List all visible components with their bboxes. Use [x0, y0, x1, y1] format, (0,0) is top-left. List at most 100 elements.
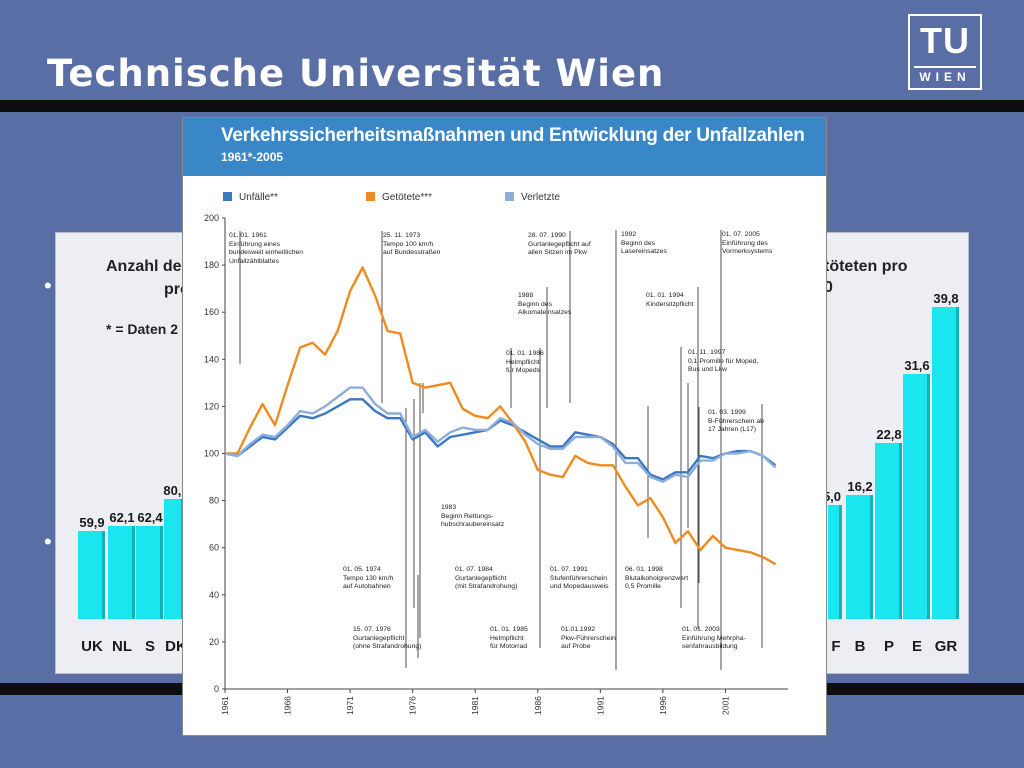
bg-chart-title-left-1: Anzahl de — [106, 258, 182, 275]
y-tick-label: 120 — [204, 401, 219, 411]
legend-swatch-verletzte — [505, 192, 514, 201]
series-line-1 — [225, 266, 777, 566]
annotation-line: Einführung eines — [229, 240, 281, 248]
annotation: 01. 11. 1997 0,1 Promille für Moped, Bus u… — [688, 349, 758, 375]
annotation: 01. 05. 1974 Tempo 130 km/h auf Autobahnen — [343, 566, 393, 592]
slide-title: Technische Universität Wien — [47, 52, 665, 95]
annotation-line: 1983 — [441, 504, 457, 511]
annotation-line: 01. 01. 1994 — [646, 292, 684, 299]
annotation-line: 01. 01. 1985 — [490, 626, 528, 633]
annotation-line: Einführung des — [722, 239, 768, 247]
annotation: 25. 11. 1973 Tempo 100 km/h auf Bundesstra… — [383, 232, 440, 258]
annotation-line: Pkw-Führerschein — [561, 634, 616, 642]
bg-chart-title-right-2: 0 — [824, 279, 833, 296]
x-tick-label: 1991 — [595, 696, 605, 715]
annotation-line: Einführung Mehrpha- — [682, 634, 746, 642]
legend-swatch-getoetete — [366, 192, 375, 201]
legend-label-getoetete: Getötete*** — [382, 192, 433, 203]
logo-text-wien: WIEN — [914, 66, 976, 84]
annotation-line: (mit Strafandrohung) — [455, 583, 518, 591]
annotation-line: 01. 07. 1991 — [550, 566, 588, 573]
legend-item-unfaelle: Unfälle** — [223, 192, 278, 203]
annotation-line: Unfallzählblattes — [229, 257, 279, 265]
bg-chart-note: * = Daten 2 — [106, 321, 178, 337]
annotation-line: 01. 05. 1974 — [343, 566, 381, 573]
x-tick-label: 1971 — [345, 696, 355, 715]
annotation-line: Beginn des — [621, 239, 656, 247]
bg-bar-value-uk: 59,9 — [79, 515, 105, 530]
annotation-line: Helmpflicht — [490, 634, 524, 642]
x-tick-label: 1986 — [533, 696, 543, 715]
annotation: 01. 07. 1984 Gurtanlegepflicht (mit Strafa… — [455, 566, 517, 592]
bg-bar-label-f: F — [831, 638, 841, 655]
annotation-line: (ohne Strafandrohung) — [353, 643, 422, 651]
annotation-line: 25. 11. 1973 — [383, 232, 421, 239]
legend-item-verletzte: Verletzte — [505, 192, 560, 203]
series-line-2 — [224, 386, 777, 483]
bg-bar-value-e: 31,6 — [904, 358, 930, 373]
bg-bar-s — [136, 526, 163, 619]
annotation: 01. 01. 1986 Helmpflicht für Mopeds — [506, 350, 544, 376]
bg-bar-label-b: B — [854, 638, 866, 655]
series-line-0 — [224, 398, 777, 481]
annotation-line: Beginn Rettungs- — [441, 512, 494, 520]
annotation-line: Alkomateinsatzes — [518, 309, 572, 317]
annotation: 01. 07. 2005 Einführung des Vormerksystems — [722, 231, 772, 257]
y-tick-label: 20 — [209, 637, 219, 647]
logo-text-tu: TU — [920, 20, 970, 61]
y-tick-label: 60 — [209, 543, 219, 553]
chart-axes: 0 20 40 60 80 100 120 140 160 180 200 1961 1966 1971 1… — [204, 213, 788, 715]
legend-swatch-unfaelle — [223, 192, 232, 201]
main-chart-panel: Verkehrssicherheitsmaßnahmen und Entwick… — [182, 117, 827, 736]
annotation-line: Lasereinsatzes — [621, 248, 667, 256]
chart-subtitle: 1961*-2005 — [221, 150, 284, 164]
annotation: 06. 01. 1998 Blutalkoholgrenzwert 0,5 Prom… — [625, 566, 688, 592]
annotation-line: auf Probe — [561, 643, 591, 651]
annotation-line: senfahrausbildung — [682, 643, 738, 651]
bullet-1: • — [44, 273, 52, 298]
annotation-line: 01. 03. 1999 — [708, 409, 746, 416]
annotation-line: Gurtanlegepflicht — [353, 634, 405, 642]
tu-wien-logo: TU WIEN — [908, 14, 982, 90]
annotation: 01. 03. 1999 B-Führerschein ab 17 Jahren (… — [708, 409, 764, 435]
annotation-line: für Mopeds — [506, 367, 541, 375]
y-tick-label: 40 — [209, 590, 219, 600]
annotation-line: hubschraubereinsatz — [441, 521, 505, 529]
annotation-line: 01. 01. 1961 — [229, 232, 267, 239]
annotation-line: Helmpflicht — [506, 358, 540, 366]
annotation: 15. 07. 1976 Gurtanlegepflicht (ohne Straf… — [353, 626, 421, 652]
bg-bar-label-s: S — [144, 638, 155, 655]
bg-bar-nl — [108, 526, 135, 619]
annotation-line: 1988 — [518, 292, 534, 299]
bg-bar-gr — [932, 307, 959, 619]
annotation-line: Stufenführerschein — [550, 574, 608, 582]
annotation: 01.01.1992 Pkw-Führerschein auf Probe — [561, 626, 616, 652]
bg-bar-f — [828, 505, 842, 619]
x-tick-label: 1966 — [283, 696, 293, 715]
annotation-line: Beginn des — [518, 300, 553, 308]
legend-item-getoetete: Getötete*** — [366, 192, 432, 203]
bg-bar-label-p: P — [883, 638, 894, 655]
line-chart-plot: 0 20 40 60 80 100 120 140 160 180 200 1961 1966 1971 1… — [204, 213, 788, 715]
bg-chart-title-right-1: töteten pro — [824, 258, 908, 275]
bg-bar-value-b: 16,2 — [847, 479, 873, 494]
legend-label-unfaelle: Unfälle** — [239, 192, 278, 203]
annotation-line: Tempo 100 km/h — [383, 240, 434, 248]
bg-bar-label-nl: NL — [112, 638, 132, 655]
bg-bar-label-gr: GR — [934, 638, 958, 655]
annotation: 1983 Beginn Rettungs-hubschraubereinsatz — [441, 504, 504, 530]
bg-bar-value-s: 62,4 — [137, 510, 163, 525]
annotation-line: 06. 01. 1998 — [625, 566, 663, 573]
annotation-line: und Mopedausweis — [550, 583, 609, 591]
annotation: 28. 07. 1990 Gurtanlegepflicht auf allen S… — [528, 232, 591, 258]
bg-bar-label-e: E — [911, 638, 922, 655]
annotation-line: Blutalkoholgrenzwert — [625, 574, 689, 582]
annotation-line: 15. 07. 1976 — [353, 626, 391, 633]
chart-series — [224, 266, 777, 566]
y-tick-label: 180 — [204, 260, 219, 270]
bg-bar-uk — [78, 531, 105, 619]
y-tick-label: 100 — [204, 449, 219, 459]
bg-bar-b — [846, 495, 873, 619]
chart-header: Verkehrssicherheitsmaßnahmen und Entwick… — [183, 118, 826, 176]
bg-bar-value-p: 22,8 — [876, 427, 902, 442]
